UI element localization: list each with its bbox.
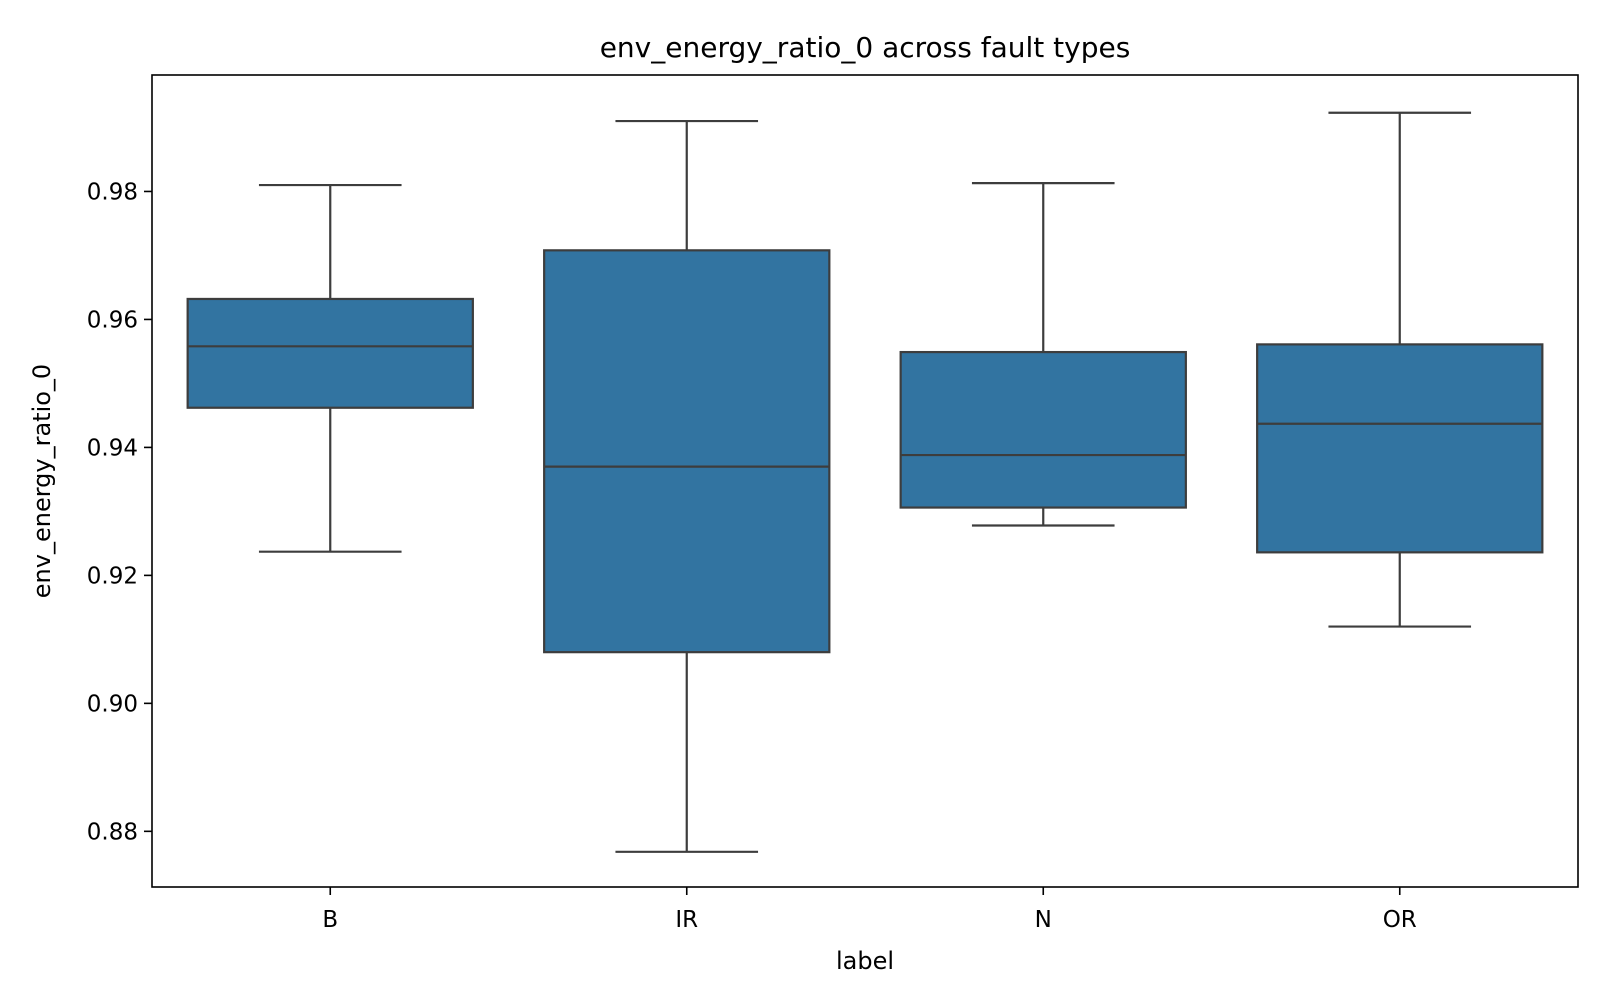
boxes-layer <box>186 111 1544 853</box>
y-tick-label: 0.90 <box>87 691 138 717</box>
x-tick-label: OR <box>1383 907 1417 933</box>
box-ir <box>543 249 831 654</box>
y-tick-label: 0.98 <box>87 179 138 205</box>
y-axis-label: env_energy_ratio_0 <box>28 364 56 598</box>
y-tick-label: 0.94 <box>87 435 138 461</box>
box-group-or <box>1256 111 1544 628</box>
box-group-ir <box>543 119 831 853</box>
box-n <box>899 350 1187 509</box>
x-axis-label: label <box>836 947 894 975</box>
chart-title: env_energy_ratio_0 across fault types <box>600 31 1131 64</box>
x-tick-label: N <box>1035 907 1052 933</box>
box-group-b <box>186 183 474 553</box>
x-tick-label: IR <box>675 907 698 933</box>
y-tick-label: 0.96 <box>87 307 138 333</box>
x-tick-label: B <box>322 907 338 933</box>
x-axis: B IR N OR <box>322 887 1417 933</box>
y-tick-label: 0.88 <box>87 819 138 845</box>
y-axis: 0.88 0.90 0.92 0.94 0.96 0.98 <box>87 179 152 845</box>
y-tick-label: 0.92 <box>87 563 138 589</box>
plot-frame <box>151 74 1579 888</box>
box-or <box>1256 343 1544 554</box>
box-b <box>186 297 474 409</box>
box-group-n <box>899 182 1187 527</box>
